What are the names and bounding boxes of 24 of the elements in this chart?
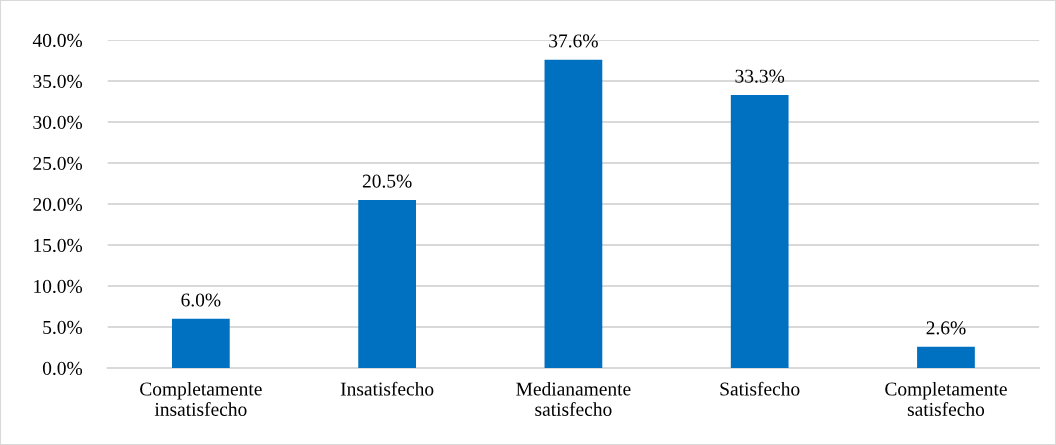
x-tick-label: Insatisfecho [340, 381, 434, 396]
y-tick-label: 25.0% [33, 156, 83, 171]
bar [730, 94, 789, 369]
x-tick-label: Medianamente satisfecho [516, 381, 631, 416]
data-label: 33.3% [735, 69, 785, 83]
data-label: 37.6% [549, 34, 598, 48]
bar [544, 59, 603, 369]
bar [917, 346, 975, 369]
data-label: 6.0% [181, 293, 221, 307]
y-tick-label: 10.0% [34, 279, 83, 294]
y-tick-label: 20.0% [33, 197, 83, 212]
y-tick-label: 5.0% [43, 320, 83, 335]
y-tick-label: 35.0% [33, 74, 83, 89]
data-label: 2.6% [926, 321, 966, 335]
y-tick-label: 30.0% [33, 115, 83, 130]
y-tick-label: 15.0% [34, 238, 83, 253]
y-tick-label: 0.0% [42, 361, 83, 376]
data-label: 20.5% [362, 174, 412, 188]
y-tick-label: 40.0% [32, 33, 83, 48]
bar [171, 318, 230, 369]
bar [358, 199, 416, 369]
x-tick-label: Completamente insatisfecho [140, 381, 262, 416]
x-tick-label: Satisfecho [720, 381, 800, 396]
x-tick-label: Completamente satisfecho [885, 381, 1007, 416]
